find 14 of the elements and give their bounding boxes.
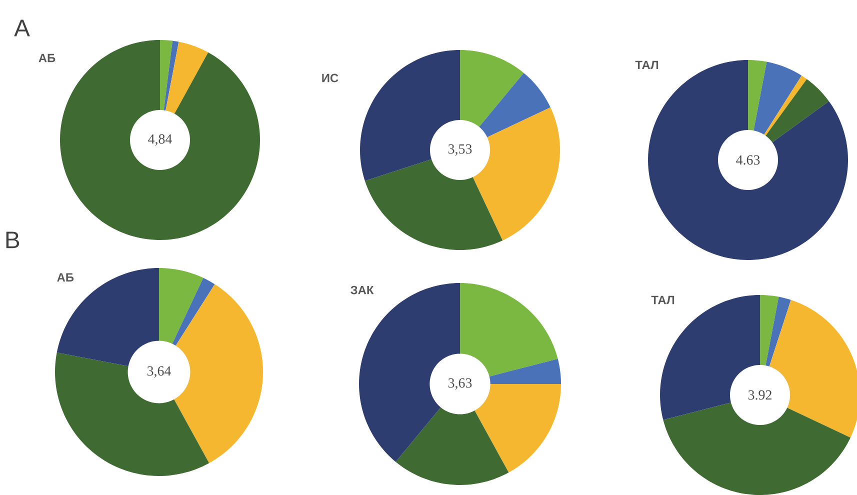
text: 3,53 bbox=[448, 144, 472, 156]
text: 3.92 bbox=[748, 390, 772, 400]
text: 4,84 bbox=[148, 134, 172, 146]
text: АБ bbox=[38, 54, 56, 62]
chart-title: ТАЛ bbox=[651, 296, 674, 304]
text: В bbox=[6, 232, 20, 248]
chart-title: ЗАК bbox=[350, 286, 374, 294]
text: 4.63 bbox=[736, 155, 760, 165]
chart-title: АБ bbox=[57, 273, 74, 282]
text: 3,64 bbox=[147, 366, 171, 378]
chart-title: ТАЛ bbox=[635, 60, 658, 70]
text: А bbox=[14, 20, 30, 36]
text: 3,63 bbox=[448, 378, 472, 390]
text: ИС bbox=[322, 74, 338, 82]
